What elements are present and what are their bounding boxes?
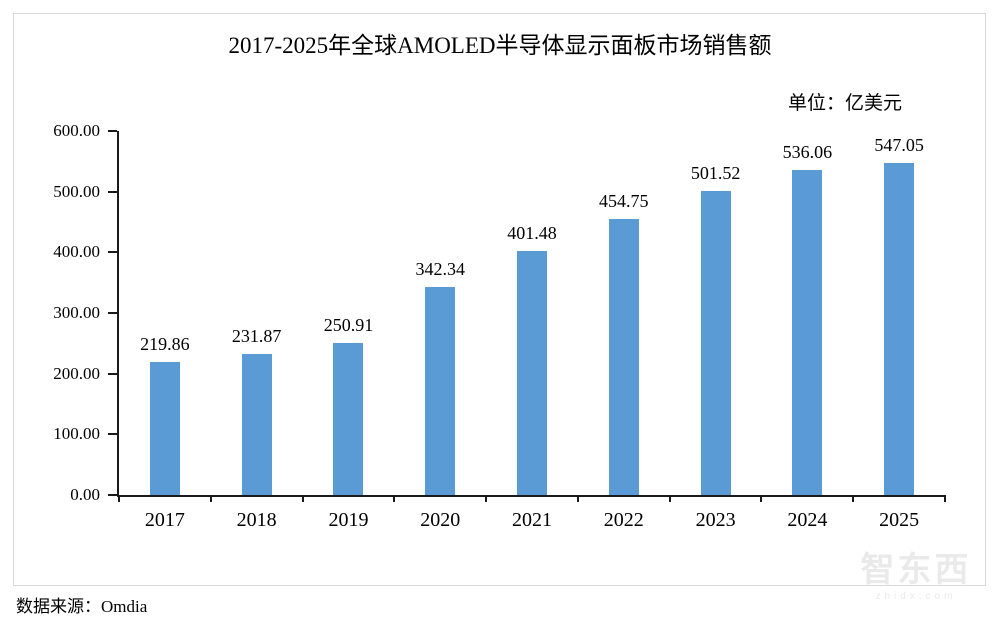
- unit-annotation: 单位：亿美元: [787, 93, 902, 114]
- bar-value-label: 547.05: [874, 135, 924, 156]
- y-axis-tick-label: 300.00: [53, 303, 100, 322]
- bar-value-label: 250.91: [323, 314, 374, 335]
- x-axis-label-2021: 2021: [512, 509, 553, 531]
- watermark: 智东西 zhidx.com: [836, 552, 996, 604]
- y-axis-tick-label: 200.00: [53, 363, 100, 383]
- x-axis-tick: [209, 495, 212, 502]
- bar-2024: [792, 169, 823, 495]
- bar-2018: [241, 354, 272, 495]
- bar-2020: [425, 287, 456, 495]
- watermark-logo-text: 智东西: [860, 552, 972, 589]
- bar-slot: 250.91: [303, 131, 395, 495]
- bar-value-label: 454.75: [599, 191, 649, 212]
- bars-container: 219.86 231.87 250.91 342.34 401.48 454.75 501.…: [119, 131, 945, 495]
- y-axis-tick-label: 0.00: [70, 485, 100, 504]
- x-axis-tick: [668, 495, 671, 502]
- bar-slot: 536.06: [761, 131, 853, 495]
- source-note: 数据来源：Omdia: [16, 597, 148, 616]
- y-axis-tick-label: 100.00: [53, 424, 100, 444]
- bar-value-label: 501.52: [690, 162, 741, 183]
- x-axis-tick: [576, 495, 579, 502]
- y-axis-tick: [108, 251, 117, 254]
- y-axis-tick-label: 400.00: [53, 242, 100, 262]
- x-axis-tick: [760, 495, 763, 502]
- bar-value-label: 231.87: [231, 326, 282, 347]
- bar-slot: 231.87: [211, 131, 303, 495]
- x-axis-label-2017: 2017: [144, 509, 185, 531]
- bar-2021: [517, 251, 548, 495]
- x-axis-tick: [852, 495, 855, 502]
- x-axis-tick: [393, 495, 396, 502]
- x-axis-label-2022: 2022: [603, 509, 644, 531]
- x-axis-tick: [301, 495, 304, 502]
- x-axis-label-2023: 2023: [695, 509, 736, 531]
- y-axis-tick-label: 600.00: [53, 121, 100, 140]
- x-axis-tick: [485, 495, 488, 502]
- bar-slot: 342.34: [394, 131, 486, 495]
- y-axis-tick: [108, 433, 117, 436]
- bar-2025: [884, 163, 915, 495]
- bar-slot: 501.52: [670, 131, 762, 495]
- x-axis-label-2025: 2025: [879, 509, 920, 531]
- y-axis-tick: [108, 312, 117, 314]
- bar-slot: 547.05: [853, 131, 945, 495]
- y-axis-tick: [108, 190, 117, 193]
- bar-slot: 401.48: [486, 131, 578, 495]
- y-axis-tick-label: 500.00: [53, 181, 100, 201]
- y-axis-tick: [108, 494, 117, 496]
- bar-value-label: 219.86: [140, 333, 190, 354]
- bar-2023: [700, 190, 731, 495]
- bar-slot: 454.75: [578, 131, 670, 495]
- bar-slot: 219.86: [119, 131, 211, 495]
- x-axis-labels: 2017 2018 2019 2020 2021 2022 2023 2024 2025: [119, 509, 945, 532]
- x-axis-tick: [118, 495, 120, 502]
- bar-2017: [149, 361, 180, 495]
- bar-2019: [333, 342, 364, 495]
- x-axis-label-2024: 2024: [787, 509, 828, 531]
- bar-2022: [608, 219, 639, 495]
- x-axis-label-2018: 2018: [236, 509, 277, 531]
- x-axis-label-2020: 2020: [420, 509, 461, 531]
- y-axis-tick: [108, 372, 117, 375]
- bar-value-label: 536.06: [782, 141, 833, 162]
- plot-area: 0.00 100.00 200.00 300.00 400.00 500.00 600.00…: [53, 121, 946, 531]
- watermark-domain: zhidx.com: [875, 591, 957, 602]
- x-axis-label-2019: 2019: [328, 509, 369, 531]
- bar-value-label: 342.34: [415, 259, 465, 280]
- chart-title: 2017-2025年全球AMOLED半导体显示面板市场销售额: [228, 33, 772, 58]
- y-axis-tick: [108, 130, 117, 132]
- x-axis-tick: [944, 495, 946, 502]
- bar-value-label: 401.48: [507, 223, 557, 244]
